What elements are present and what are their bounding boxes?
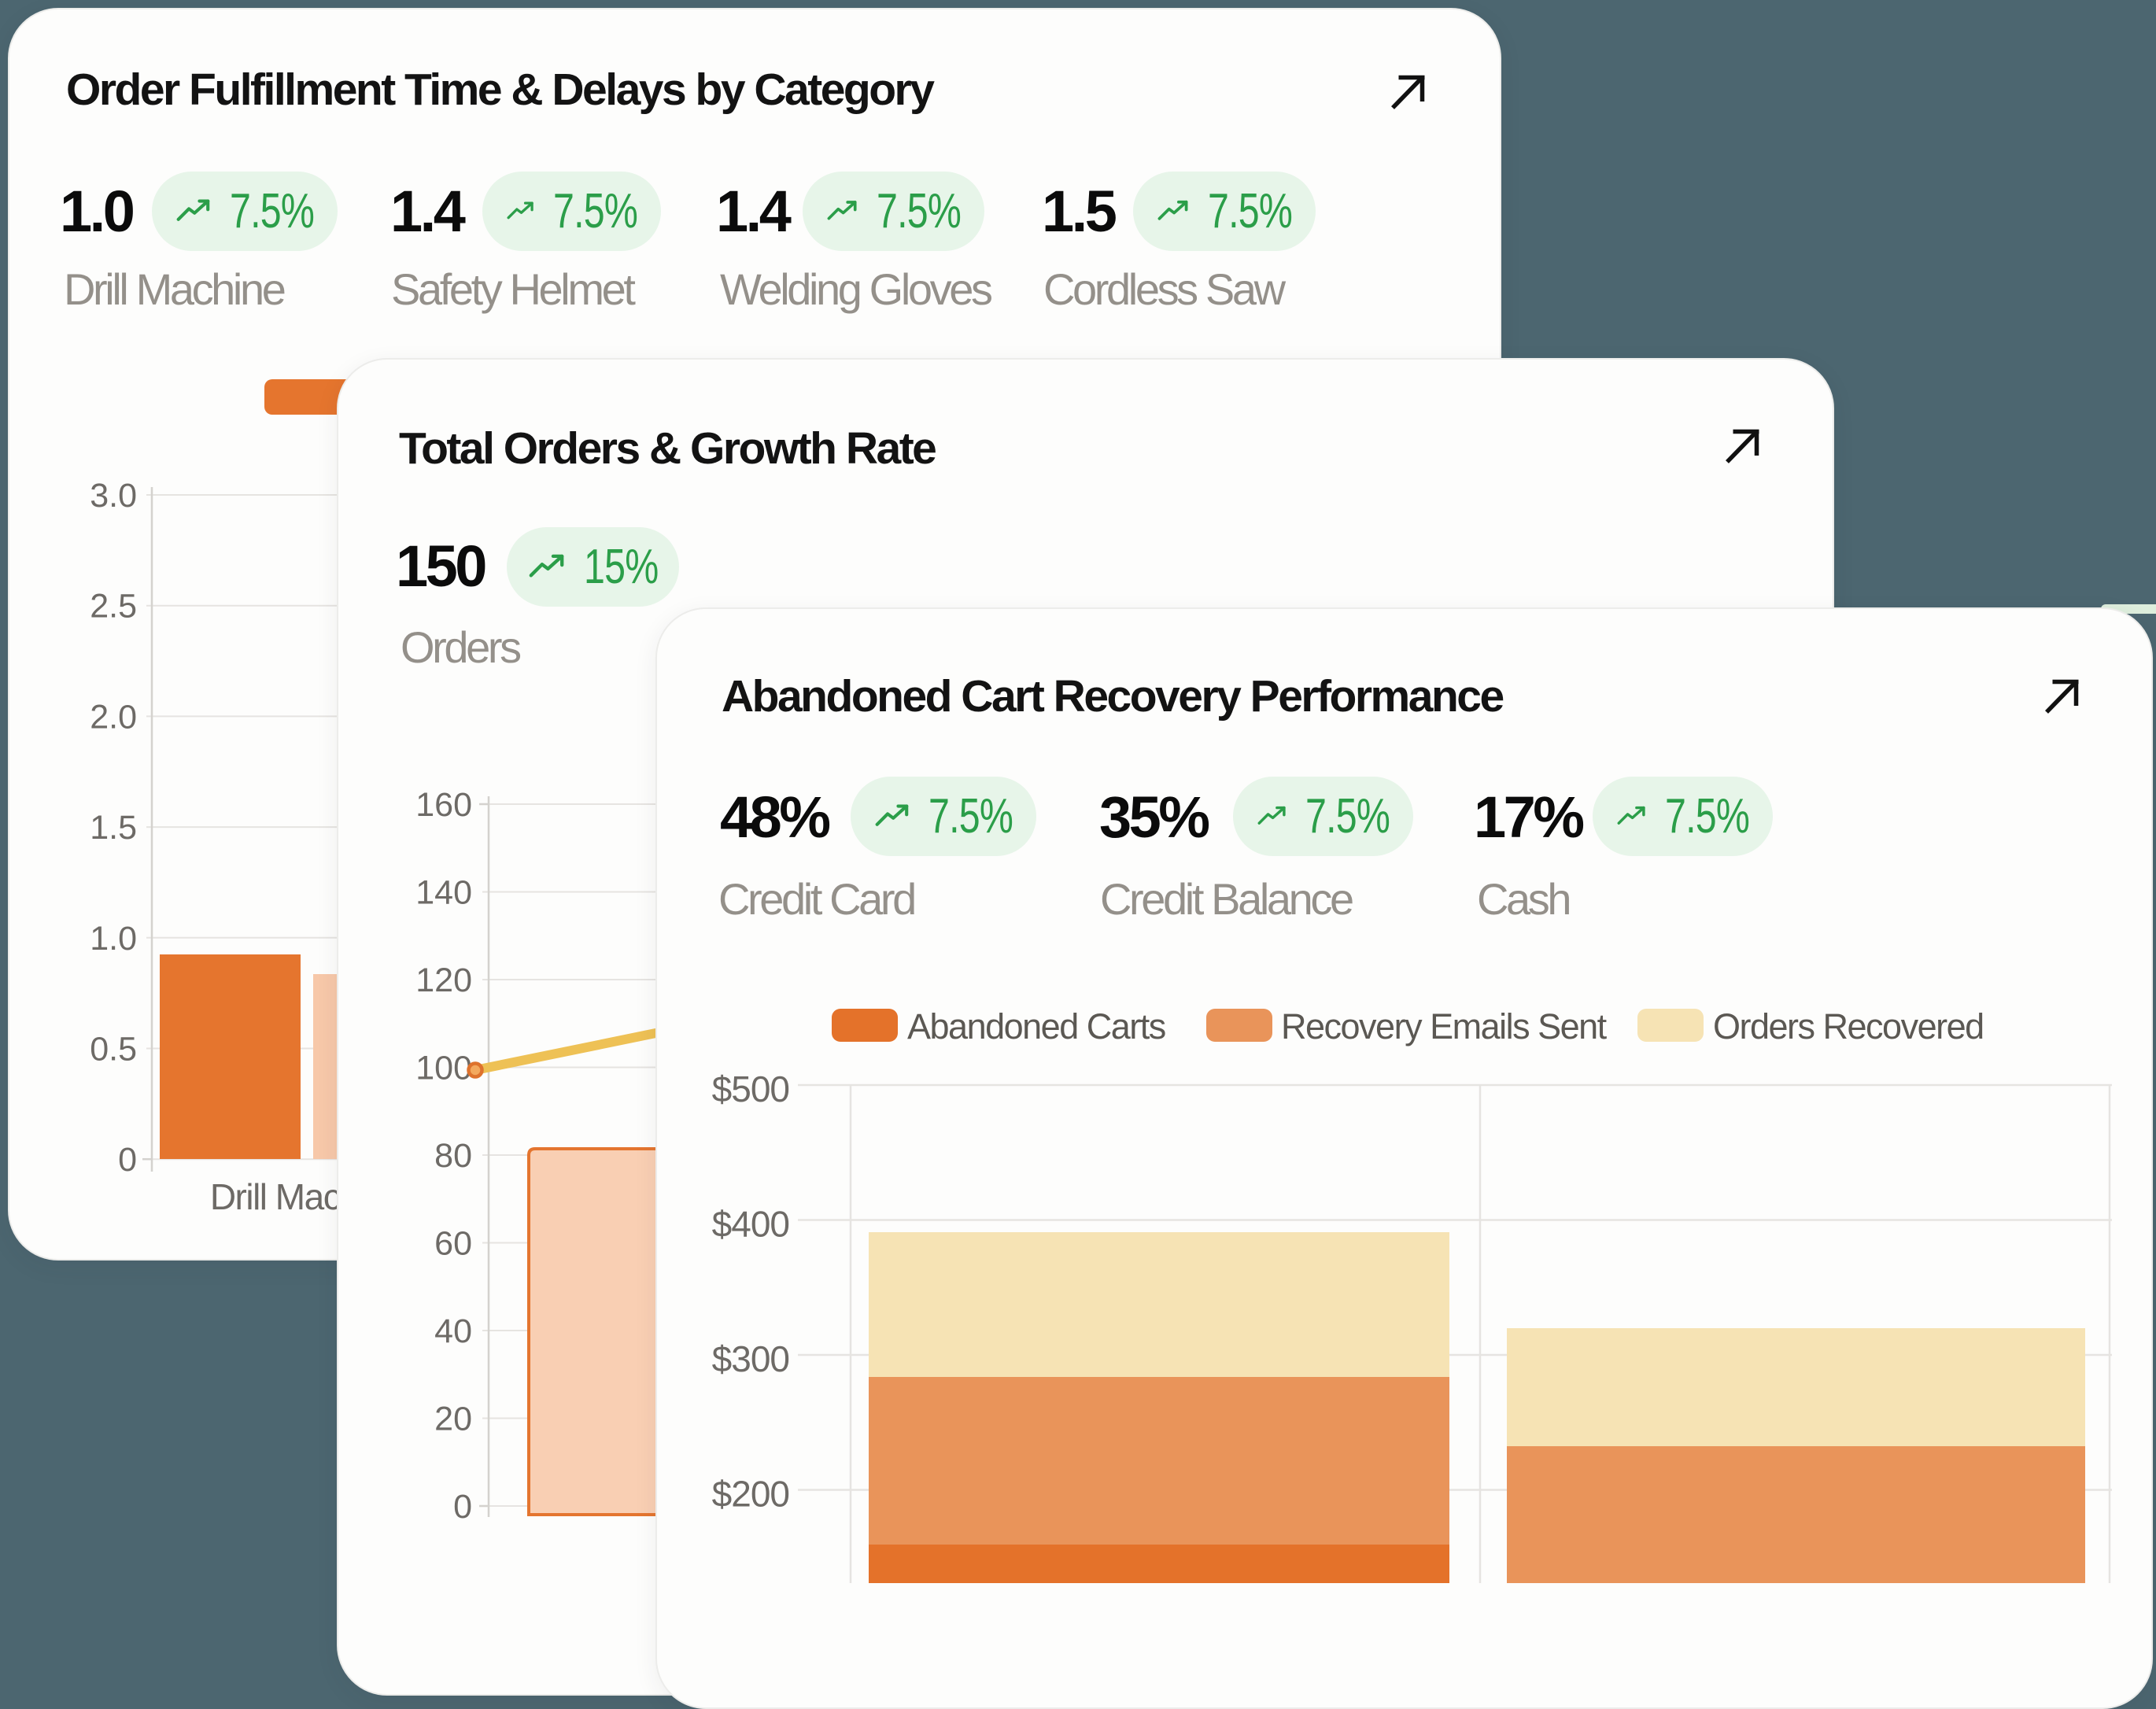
svg-text:140: 140 [415, 874, 472, 912]
svg-text:60: 60 [434, 1225, 472, 1263]
svg-text:Recovery Emails Sent: Recovery Emails Sent [1281, 1006, 1608, 1046]
svg-text:Abandoned Carts: Abandoned Carts [907, 1006, 1165, 1046]
svg-text:0: 0 [453, 1488, 472, 1526]
svg-text:$500: $500 [712, 1069, 789, 1109]
svg-text:2.5: 2.5 [90, 588, 137, 626]
svg-text:0: 0 [118, 1141, 137, 1179]
svg-text:1.5: 1.5 [90, 809, 137, 847]
svg-text:100: 100 [415, 1050, 472, 1087]
svg-text:$300: $300 [712, 1338, 789, 1379]
svg-text:80: 80 [434, 1137, 472, 1175]
svg-text:$400: $400 [712, 1204, 789, 1245]
svg-text:3.0: 3.0 [90, 477, 137, 515]
svg-text:120: 120 [415, 962, 472, 999]
svg-text:$200: $200 [712, 1474, 789, 1515]
svg-text:0.5: 0.5 [90, 1031, 137, 1069]
svg-text:1.0: 1.0 [90, 920, 137, 958]
svg-text:160: 160 [415, 786, 472, 824]
svg-text:20: 20 [434, 1401, 472, 1438]
svg-text:Orders Recovered: Orders Recovered [1713, 1006, 1984, 1046]
svg-text:40: 40 [434, 1312, 472, 1350]
svg-text:2.0: 2.0 [90, 698, 137, 736]
